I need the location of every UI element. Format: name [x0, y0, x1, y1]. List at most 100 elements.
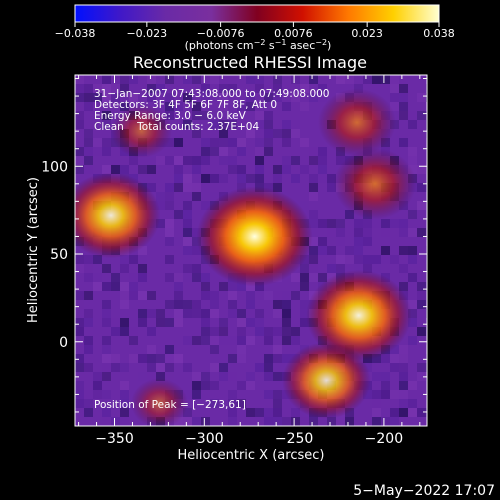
image-cell	[102, 417, 111, 426]
image-cell	[309, 156, 318, 165]
annotation-time-range: 31−Jan−2007 07:43:08.000 to 07:49:08.000	[94, 88, 330, 100]
image-cell	[273, 75, 282, 84]
image-cell	[183, 417, 192, 426]
image-cell	[399, 372, 408, 381]
image-cell	[228, 417, 237, 426]
image-cell	[318, 84, 327, 93]
image-cell	[408, 300, 417, 309]
image-cell	[102, 93, 111, 102]
image-cell	[75, 381, 84, 390]
image-cell	[192, 237, 201, 246]
image-cell	[291, 156, 300, 165]
image-cell	[417, 327, 426, 336]
image-cell	[192, 381, 201, 390]
image-cell	[255, 327, 264, 336]
image-cell	[336, 237, 345, 246]
image-cell	[192, 273, 201, 282]
image-cell	[282, 129, 291, 138]
image-cell	[228, 372, 237, 381]
image-cell	[273, 309, 282, 318]
image-cell	[165, 111, 174, 120]
image-cell	[345, 255, 354, 264]
image-cell	[183, 174, 192, 183]
image-cell	[210, 138, 219, 147]
image-cell	[399, 345, 408, 354]
image-cell	[165, 300, 174, 309]
image-cell	[210, 93, 219, 102]
image-cell	[300, 84, 309, 93]
image-cell	[417, 372, 426, 381]
image-cell	[255, 111, 264, 120]
image-cell	[255, 309, 264, 318]
image-cell	[381, 75, 390, 84]
image-cell	[390, 219, 399, 228]
image-cell	[264, 417, 273, 426]
image-cell	[336, 417, 345, 426]
image-cell	[309, 102, 318, 111]
image-cell	[219, 102, 228, 111]
image-cell	[255, 120, 264, 129]
image-cell	[318, 219, 327, 228]
image-cell	[165, 345, 174, 354]
x-axis-title: Heliocentric X (arcsec)	[178, 448, 325, 463]
image-cell	[192, 75, 201, 84]
axis-ticks: −350 −300 −250 −200 0 50 100	[41, 75, 427, 447]
image-cell	[237, 381, 246, 390]
image-cell	[120, 399, 129, 408]
image-cell	[264, 129, 273, 138]
image-cell	[210, 291, 219, 300]
image-cell	[84, 255, 93, 264]
colorbar: −0.038 −0.023 −0.0076 0.0076 0.023 0.038 (pho…	[55, 4, 455, 52]
image-cell	[264, 372, 273, 381]
image-cell	[84, 354, 93, 363]
colorbar-tick-label: 0.023	[351, 27, 383, 40]
image-cell	[390, 255, 399, 264]
image-cell	[192, 102, 201, 111]
image-cell	[201, 156, 210, 165]
image-cell	[417, 300, 426, 309]
image-cell	[390, 93, 399, 102]
image-cell	[201, 93, 210, 102]
image-cell	[237, 165, 246, 174]
image-cell	[309, 75, 318, 84]
image-cell	[192, 156, 201, 165]
image-cell	[327, 417, 336, 426]
image-cell	[120, 327, 129, 336]
image-cell	[201, 381, 210, 390]
image-cell	[381, 390, 390, 399]
image-cell	[399, 264, 408, 273]
image-cell	[84, 318, 93, 327]
image-cell	[381, 354, 390, 363]
image-cell	[228, 300, 237, 309]
image-cell	[327, 246, 336, 255]
image-cell	[102, 363, 111, 372]
image-cell	[147, 93, 156, 102]
image-cell	[354, 246, 363, 255]
image-cell	[345, 75, 354, 84]
emission-source	[282, 342, 371, 419]
image-cell	[219, 138, 228, 147]
image-cell	[309, 183, 318, 192]
image-cell	[183, 183, 192, 192]
image-cell	[300, 300, 309, 309]
image-cell	[165, 237, 174, 246]
image-cell	[273, 327, 282, 336]
image-cell	[219, 336, 228, 345]
image-cell	[183, 93, 192, 102]
image-cell	[372, 408, 381, 417]
image-cell	[183, 408, 192, 417]
image-cell	[309, 255, 318, 264]
image-cell	[120, 390, 129, 399]
image-cell	[273, 300, 282, 309]
image-cell	[84, 336, 93, 345]
image-cell	[399, 399, 408, 408]
image-cell	[228, 408, 237, 417]
image-cell	[228, 390, 237, 399]
image-cell	[399, 390, 408, 399]
image-cell	[309, 246, 318, 255]
image-cell	[192, 192, 201, 201]
image-cell	[372, 399, 381, 408]
image-cell	[102, 138, 111, 147]
image-cell	[255, 282, 264, 291]
